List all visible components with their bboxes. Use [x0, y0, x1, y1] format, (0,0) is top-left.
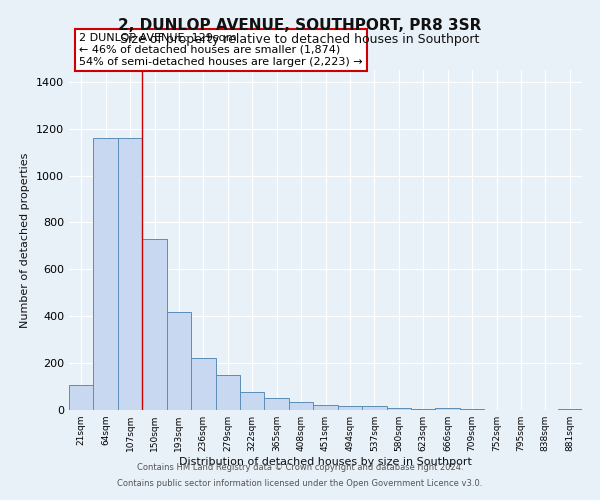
Bar	[118, 138, 142, 410]
Bar	[167, 312, 191, 410]
Bar	[460, 409, 484, 410]
Bar	[240, 392, 265, 410]
Bar	[191, 358, 215, 410]
Bar	[215, 375, 240, 410]
X-axis label: Distribution of detached houses by size in Southport: Distribution of detached houses by size …	[179, 457, 472, 467]
Bar	[142, 239, 167, 410]
Text: 2, DUNLOP AVENUE, SOUTHPORT, PR8 3SR: 2, DUNLOP AVENUE, SOUTHPORT, PR8 3SR	[118, 18, 482, 32]
Bar	[338, 406, 362, 410]
Text: Size of property relative to detached houses in Southport: Size of property relative to detached ho…	[121, 32, 479, 46]
Bar	[411, 409, 436, 410]
Bar	[362, 406, 386, 410]
Y-axis label: Number of detached properties: Number of detached properties	[20, 152, 31, 328]
Bar	[69, 384, 94, 410]
Bar	[557, 409, 582, 410]
Text: Contains public sector information licensed under the Open Government Licence v3: Contains public sector information licen…	[118, 478, 482, 488]
Bar	[289, 402, 313, 410]
Text: Contains HM Land Registry data © Crown copyright and database right 2024.: Contains HM Land Registry data © Crown c…	[137, 464, 463, 472]
Bar	[313, 406, 338, 410]
Bar	[265, 398, 289, 410]
Bar	[386, 408, 411, 410]
Bar	[436, 408, 460, 410]
Bar	[94, 138, 118, 410]
Text: 2 DUNLOP AVENUE: 129sqm
← 46% of detached houses are smaller (1,874)
54% of semi: 2 DUNLOP AVENUE: 129sqm ← 46% of detache…	[79, 34, 363, 66]
